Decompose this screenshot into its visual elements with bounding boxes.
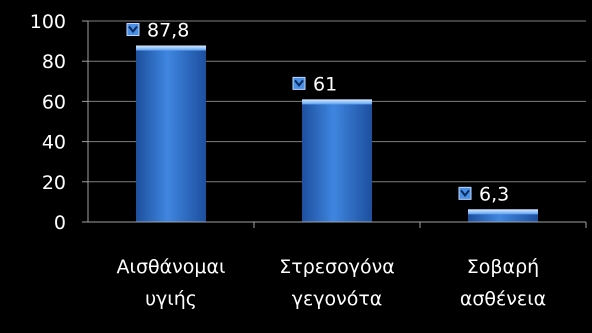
y-tick-label: 20 [42,172,66,194]
value-label: 87,8 [147,20,189,42]
y-tick-label: 40 [42,132,66,154]
y-tick-label: 0 [54,212,66,234]
bar-highlight [136,45,206,51]
bar-3 [468,209,538,222]
axes: 0 20 40 60 80 100 [30,11,587,234]
y-tick-label: 100 [30,11,66,33]
bar-1 [136,45,206,222]
bar [136,45,206,222]
category-label: γεγονότα [292,288,383,310]
data-marker-square [458,186,472,200]
data-marker-square [126,23,140,37]
data-marker-glyph [460,189,470,197]
value-label: 6,3 [479,183,509,205]
category-label: υγιής [145,288,197,310]
data-marker-square [292,76,306,90]
category-label: ασθένεια [460,288,546,310]
bar-highlight [468,209,538,215]
y-tick-label: 80 [42,51,66,73]
labels: 87,8 Αισθάνομαι υγιής 61 Στρεσογόνα γεγονότα 6… [117,20,547,310]
y-tick-label: 60 [42,91,66,113]
value-label: 61 [313,73,337,95]
data-marker-glyph [294,79,304,87]
category-label: Σοβαρή [467,256,539,278]
category-label: Αισθάνομαι [117,256,226,278]
category-label: Στρεσογόνα [279,256,394,278]
bar-2 [302,99,372,222]
data-marker-icon [458,186,472,200]
data-marker-icon [126,23,140,37]
bar [302,99,372,222]
bars [136,45,538,222]
data-marker-glyph [128,25,138,34]
bar-highlight [302,99,372,105]
data-marker-icon [292,76,306,90]
